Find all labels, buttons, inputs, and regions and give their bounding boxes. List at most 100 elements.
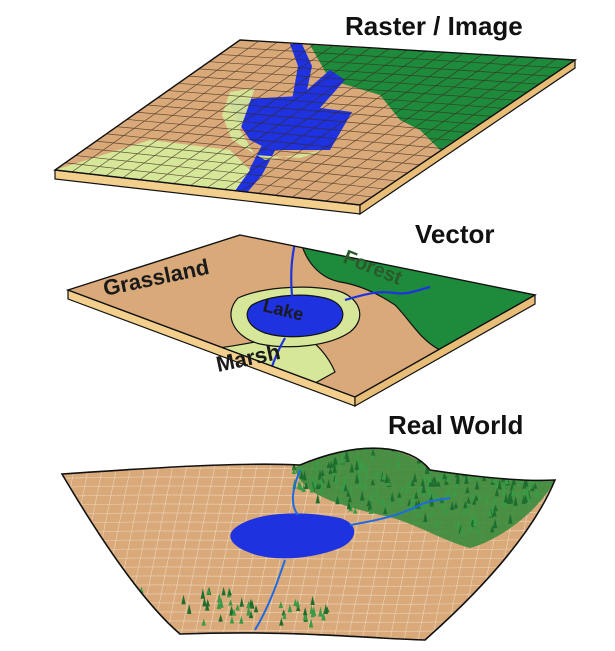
tree-icon bbox=[291, 461, 297, 471]
tree-icon bbox=[474, 470, 480, 480]
tree-icon bbox=[358, 478, 363, 488]
tree-icon bbox=[302, 607, 308, 616]
raster-lake-cells bbox=[228, 70, 352, 150]
raster-marsh-cells-lake bbox=[222, 88, 325, 160]
tree-icon bbox=[429, 498, 434, 507]
tree-icon bbox=[291, 467, 297, 475]
tree-icon bbox=[461, 466, 466, 474]
tree-icon bbox=[218, 614, 223, 622]
vector-panel: Vector Grassland Forest Lake Marsh bbox=[65, 219, 537, 408]
tree-icon bbox=[369, 492, 374, 501]
tree-icon bbox=[229, 616, 235, 624]
tree-icon bbox=[417, 448, 422, 454]
real-world-title: Real World bbox=[388, 410, 523, 440]
tree-icon bbox=[355, 453, 360, 464]
tree-icon bbox=[386, 460, 391, 468]
tree-icon bbox=[339, 453, 345, 464]
tree-icon bbox=[521, 494, 526, 504]
tree-icon bbox=[349, 486, 354, 494]
tree-icon bbox=[442, 472, 447, 480]
tree-icon bbox=[366, 499, 371, 507]
tree-icon bbox=[466, 471, 472, 481]
tree-icon bbox=[456, 519, 461, 528]
tree-icon bbox=[235, 604, 240, 611]
tree-icon bbox=[335, 495, 340, 505]
tree-icon bbox=[501, 479, 507, 490]
tree-icon bbox=[358, 459, 364, 469]
tree-icon bbox=[364, 470, 370, 479]
tree-icon bbox=[253, 604, 259, 613]
tree-icon bbox=[472, 515, 478, 527]
tree-icon bbox=[511, 486, 516, 497]
tree-icon bbox=[482, 474, 487, 482]
raster-panel: Raster / Image bbox=[53, 11, 578, 216]
tree-icon bbox=[384, 473, 389, 483]
tree-icon bbox=[246, 605, 251, 616]
tree-icon bbox=[219, 597, 224, 608]
tree-icon bbox=[427, 473, 432, 483]
real-world-river-east bbox=[349, 497, 451, 526]
tree-icon bbox=[202, 596, 207, 607]
tree-icon bbox=[373, 487, 379, 497]
tree-icon bbox=[357, 472, 362, 481]
tree-icon bbox=[424, 463, 430, 474]
tree-icon bbox=[476, 526, 481, 534]
tree-icon bbox=[310, 595, 315, 605]
tree-icon bbox=[381, 471, 386, 480]
tree-icon bbox=[298, 481, 303, 491]
tree-icon bbox=[346, 500, 352, 510]
tree-icon bbox=[383, 506, 388, 515]
tree-icon bbox=[513, 495, 518, 506]
tree-icon bbox=[295, 604, 301, 612]
tree-icon bbox=[439, 501, 445, 509]
tree-icon bbox=[431, 475, 437, 483]
tree-icon bbox=[410, 491, 416, 503]
tree-icon bbox=[239, 597, 244, 607]
tree-icon bbox=[380, 496, 386, 506]
tree-icon bbox=[421, 482, 426, 494]
tree-icon bbox=[319, 483, 324, 493]
tree-icon bbox=[405, 484, 411, 493]
tree-icon bbox=[332, 462, 337, 473]
tree-icon bbox=[428, 478, 433, 487]
tree-icon bbox=[410, 479, 415, 487]
tree-icon bbox=[487, 507, 493, 517]
tree-icon bbox=[354, 459, 360, 471]
tree-icon bbox=[425, 448, 430, 452]
tree-icon bbox=[204, 602, 210, 611]
tree-icon bbox=[508, 513, 513, 524]
tree-icon bbox=[462, 508, 467, 516]
tree-icon bbox=[228, 599, 233, 606]
tree-icon bbox=[200, 588, 206, 599]
tree-icon bbox=[332, 448, 338, 453]
tree-icon bbox=[422, 448, 428, 456]
tree-icon bbox=[231, 608, 237, 616]
tree-icon bbox=[412, 472, 418, 483]
tree-icon bbox=[508, 493, 514, 504]
tree-icon bbox=[360, 490, 365, 501]
tree-icon bbox=[246, 600, 251, 609]
tree-icon bbox=[456, 462, 461, 474]
tree-icon bbox=[494, 478, 499, 489]
tree-icon bbox=[326, 461, 331, 469]
tree-icon bbox=[387, 496, 393, 507]
tree-icon bbox=[416, 486, 422, 494]
tree-icon bbox=[534, 487, 539, 497]
tree-icon bbox=[444, 489, 449, 500]
tree-icon bbox=[446, 486, 451, 495]
tree-icon bbox=[187, 604, 192, 614]
tree-icon bbox=[309, 482, 315, 493]
tree-icon bbox=[451, 491, 456, 498]
tree-icon bbox=[370, 448, 376, 456]
tree-icon bbox=[313, 476, 318, 488]
tree-icon bbox=[524, 487, 530, 498]
real-world-river-south bbox=[254, 559, 286, 631]
tree-icon bbox=[477, 491, 483, 501]
raster-marsh-cells-south bbox=[55, 140, 250, 195]
tree-icon bbox=[339, 485, 344, 492]
tree-icon bbox=[130, 588, 135, 597]
tree-icon bbox=[434, 454, 440, 462]
tree-icon bbox=[308, 617, 314, 628]
tree-icon bbox=[345, 452, 350, 463]
